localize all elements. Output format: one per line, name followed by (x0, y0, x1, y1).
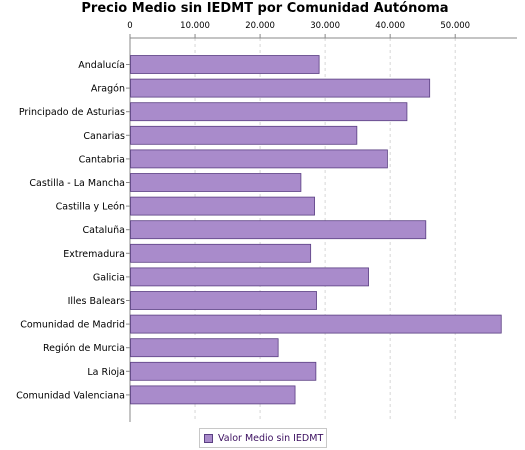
x-tick-label: 0 (127, 21, 132, 31)
x-tick-label: 50.000 (440, 21, 470, 31)
category-label: Comunidad de Madrid (20, 320, 125, 331)
category-label: La Rioja (87, 367, 125, 378)
category-label: Castilla y León (56, 202, 125, 213)
bars (130, 55, 502, 405)
category-label: Región de Murcia (43, 343, 125, 354)
category-label: Cantabria (79, 154, 125, 165)
bar (130, 314, 502, 334)
legend-swatch (204, 433, 213, 443)
category-labels: Andalucía Aragón Principado de Asturias Can… (16, 60, 125, 401)
axes (126, 34, 517, 422)
bar (130, 267, 369, 287)
category-label: Comunidad Valenciana (16, 390, 125, 401)
bar (130, 385, 296, 405)
bar (130, 243, 312, 263)
category-label: Galicia (93, 272, 125, 283)
x-tick-label: 20.000 (245, 21, 275, 31)
legend: Valor Medio sin IEDMT (199, 428, 327, 448)
bar (130, 196, 315, 216)
chart-title: Precio Medio sin IEDMT por Comunidad Aut… (81, 1, 448, 16)
category-label: Cataluña (82, 225, 125, 236)
x-tick-labels: 0 10.000 20.000 30.000 40.000 50.000 (127, 21, 470, 31)
x-tick-label: 40.000 (375, 21, 405, 31)
category-label: Illes Balears (68, 296, 125, 307)
category-label: Andalucía (78, 60, 125, 71)
bar (130, 291, 317, 310)
bar (130, 55, 320, 74)
bar (130, 338, 279, 358)
bar (130, 361, 317, 381)
legend-label: Valor Medio sin IEDMT (218, 432, 324, 444)
bar (130, 102, 408, 122)
bar (130, 149, 388, 169)
bar (130, 125, 358, 145)
bar (130, 173, 302, 192)
x-tick-label: 10.000 (180, 21, 210, 31)
bar (130, 78, 431, 98)
category-label: Aragón (91, 84, 125, 95)
x-tick-label: 30.000 (310, 21, 340, 31)
category-label: Castilla - La Mancha (29, 178, 125, 189)
category-label: Principado de Asturias (19, 107, 125, 118)
category-label: Extremadura (63, 249, 125, 260)
bar (130, 220, 427, 240)
category-label: Canarias (83, 131, 125, 142)
